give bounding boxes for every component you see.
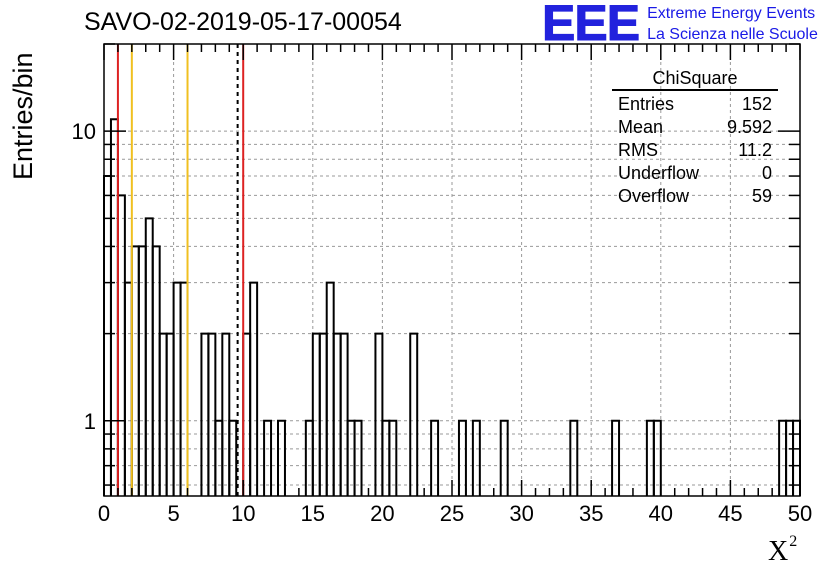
x-tick-label: 50 <box>788 501 812 526</box>
histogram-bin <box>611 419 621 496</box>
histogram-bin <box>165 332 175 496</box>
histogram-bin <box>374 332 384 496</box>
histogram-bin <box>207 332 217 496</box>
x-tick-label: 10 <box>231 501 255 526</box>
histogram-bin <box>144 217 154 496</box>
histogram-bin <box>430 419 440 496</box>
reference-lines <box>116 44 245 496</box>
x-tick-label: 35 <box>579 501 603 526</box>
logo-line-1: Extreme Energy Events <box>647 5 816 22</box>
histogram-bin <box>569 419 579 496</box>
stats-box: ChiSquare Entries 152 Mean 9.592 RMS 11.… <box>612 68 778 208</box>
histogram-bin <box>103 175 112 496</box>
histogram-bin <box>311 332 321 496</box>
x-tick-label: 0 <box>98 501 110 526</box>
histogram-bin <box>499 419 509 496</box>
histogram-bin <box>318 332 328 496</box>
stats-row-overflow: Overflow 59 <box>612 185 778 208</box>
stats-row-rms: RMS 11.2 <box>612 139 778 162</box>
stats-label: Overflow <box>618 186 690 206</box>
histogram-bin <box>652 419 662 496</box>
histogram-bin <box>130 245 140 496</box>
x-axis-label-base: X <box>768 536 789 567</box>
x-tick-label: 30 <box>509 501 533 526</box>
eee-logo: EEE Extreme Energy Events La Scienza nel… <box>541 0 818 51</box>
histogram-bin <box>353 419 363 496</box>
stats-label: Mean <box>618 117 664 137</box>
histogram-bin <box>263 419 273 496</box>
histogram-bin <box>388 419 398 496</box>
histogram-bin <box>249 281 259 496</box>
histogram-bin <box>277 419 286 496</box>
histogram-bin <box>339 332 349 496</box>
histogram-bin <box>332 332 342 496</box>
x-tick-label: 25 <box>440 501 464 526</box>
logo-text: Extreme Energy Events La Scienza nelle S… <box>647 3 818 45</box>
logo-line-2: La Scienza nelle Scuole <box>647 26 818 43</box>
stats-row-underflow: Underflow 0 <box>612 162 778 185</box>
histogram-bin <box>123 281 133 496</box>
histogram-bin <box>151 245 161 496</box>
histogram-bin <box>325 281 335 496</box>
stats-row-entries: Entries 152 <box>612 93 778 116</box>
y-tick-label: 10 <box>72 119 96 144</box>
histogram-bin <box>172 281 182 496</box>
y-axis-label: Entries/bin <box>8 52 38 180</box>
histogram-bin <box>457 419 467 496</box>
x-tick-label: 40 <box>649 501 673 526</box>
stats-label: Underflow <box>618 163 700 183</box>
stats-value: 0 <box>761 163 772 183</box>
x-tick-label: 15 <box>301 501 325 526</box>
histogram-bin <box>221 332 231 496</box>
stats-title: ChiSquare <box>612 68 778 91</box>
x-tick-label: 5 <box>167 501 179 526</box>
histogram-bin <box>471 419 481 496</box>
histogram-bin <box>116 194 126 496</box>
x-axis-label: X2 <box>768 533 797 568</box>
axes <box>103 43 801 497</box>
x-tick-label: 45 <box>718 501 742 526</box>
histogram-bin <box>158 332 168 496</box>
x-tick-label: 20 <box>370 501 394 526</box>
histogram-bin <box>228 419 238 496</box>
histogram-bin <box>137 245 147 496</box>
stats-value: 59 <box>751 186 772 206</box>
logo-mark: EEE <box>541 0 640 51</box>
stats-value: 9.592 <box>726 117 772 137</box>
histogram-bin <box>179 281 189 496</box>
histogram-bin <box>200 332 210 496</box>
histogram-bin <box>409 332 419 496</box>
stats-label: Entries <box>618 94 675 114</box>
x-axis-label-superscript: 2 <box>789 533 798 550</box>
histogram-bin <box>242 332 252 496</box>
tick-labels: 0 5 10 15 20 25 30 35 40 45 50 1 10 <box>72 119 813 526</box>
chart-title: SAVO-02-2019-05-17-00054 <box>84 8 402 36</box>
stats-label: RMS <box>618 140 658 160</box>
stats-value: 152 <box>741 94 772 114</box>
stats-row-mean: Mean 9.592 <box>612 116 778 139</box>
y-tick-label: 1 <box>84 409 96 434</box>
stats-value: 11.2 <box>738 140 772 160</box>
